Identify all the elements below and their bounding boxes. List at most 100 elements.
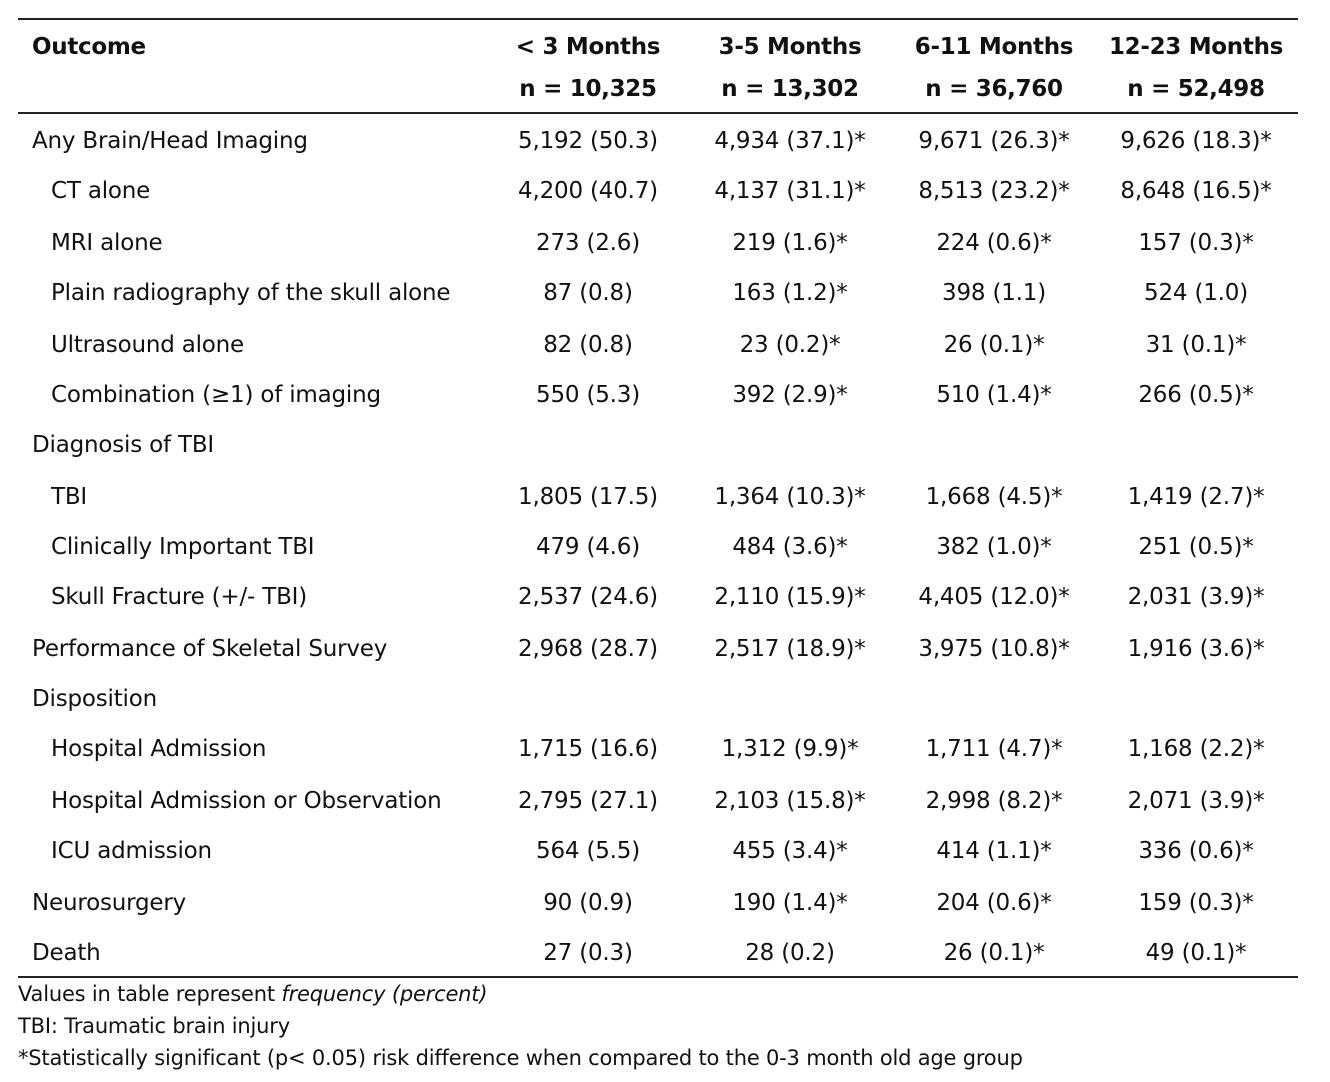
- row-value: 251 (0.5)*: [1138, 534, 1254, 560]
- row-value: 4,200 (40.7): [518, 178, 658, 204]
- row-value: 479 (4.6): [536, 534, 640, 560]
- row-value: 2,968 (28.7): [518, 636, 658, 662]
- header-col-3-5-label: 3-5 Months: [718, 34, 862, 60]
- row-value: 336 (0.6)*: [1138, 838, 1254, 864]
- row-value: 26 (0.1)*: [943, 940, 1045, 966]
- table-row: ICU admission 564 (5.5) 455 (3.4)* 414 (1.1…: [0, 836, 1330, 866]
- row-value: 49 (0.1)*: [1145, 940, 1247, 966]
- note-significance: *Statistically significant (p< 0.05) ris…: [18, 1046, 1023, 1070]
- row-value: 26 (0.1)*: [943, 332, 1045, 358]
- row-value: 1,805 (17.5): [518, 484, 658, 510]
- row-value: 2,795 (27.1): [518, 788, 658, 814]
- table-row: Hospital Admission or Observation 2,795 (…: [0, 786, 1330, 816]
- row-value: 2,031 (3.9)*: [1127, 584, 1265, 610]
- row-label: Hospital Admission: [51, 736, 267, 762]
- row-value: 190 (1.4)*: [732, 890, 848, 916]
- row-value: 2,071 (3.9)*: [1127, 788, 1265, 814]
- row-value: 1,419 (2.7)*: [1127, 484, 1265, 510]
- row-label: Any Brain/Head Imaging: [32, 128, 308, 154]
- row-value: 1,668 (4.5)*: [925, 484, 1063, 510]
- row-value: 87 (0.8): [543, 280, 633, 306]
- row-value: 163 (1.2)*: [732, 280, 848, 306]
- table-row: Diagnosis of TBI: [0, 430, 1330, 460]
- row-value: 28 (0.2): [745, 940, 835, 966]
- row-value: 1,711 (4.7)*: [925, 736, 1063, 762]
- row-value: 4,137 (31.1)*: [714, 178, 866, 204]
- row-label: TBI: [51, 484, 88, 510]
- header-col-lt3-n: n = 10,325: [519, 76, 657, 102]
- note-tbi-definition: TBI: Traumatic brain injury: [18, 1014, 290, 1038]
- row-value: 3,975 (10.8)*: [918, 636, 1070, 662]
- row-label: Combination (≥1) of imaging: [51, 382, 381, 408]
- row-label: CT alone: [51, 178, 151, 204]
- row-value: 524 (1.0): [1144, 280, 1248, 306]
- row-label: MRI alone: [51, 230, 163, 256]
- row-value: 8,513 (23.2)*: [918, 178, 1070, 204]
- row-value: 2,998 (8.2)*: [925, 788, 1063, 814]
- row-label: Neurosurgery: [32, 890, 186, 916]
- row-value: 2,517 (18.9)*: [714, 636, 866, 662]
- header-col-lt3-label: < 3 Months: [515, 34, 661, 60]
- header-col-3-5-n: n = 13,302: [721, 76, 859, 102]
- row-value: 224 (0.6)*: [936, 230, 1052, 256]
- row-value: 23 (0.2)*: [739, 332, 841, 358]
- row-label: Plain radiography of the skull alone: [51, 280, 451, 306]
- row-label: Disposition: [32, 686, 157, 712]
- table-row: Any Brain/Head Imaging 5,192 (50.3) 4,934 …: [0, 126, 1330, 156]
- row-value: 564 (5.5): [536, 838, 640, 864]
- row-value: 2,103 (15.8)*: [714, 788, 866, 814]
- row-value: 4,934 (37.1)*: [714, 128, 866, 154]
- note-values-italic: frequency (percent): [281, 982, 488, 1006]
- row-value: 8,648 (16.5)*: [1120, 178, 1272, 204]
- header-col-12-23-label: 12-23 Months: [1108, 34, 1284, 60]
- header-col-12-23-n: n = 52,498: [1127, 76, 1265, 102]
- table-row: CT alone 4,200 (40.7) 4,137 (31.1)* 8,513 (…: [0, 176, 1330, 206]
- header-col-6-11-label: 6-11 Months: [914, 34, 1074, 60]
- table-bottom-rule: [18, 976, 1298, 978]
- note-values: Values in table represent frequency (per…: [18, 980, 488, 1008]
- table-row: Ultrasound alone 82 (0.8) 23 (0.2)* 26 (0.1…: [0, 330, 1330, 360]
- row-value: 159 (0.3)*: [1138, 890, 1254, 916]
- row-value: 392 (2.9)*: [732, 382, 848, 408]
- row-value: 273 (2.6): [536, 230, 640, 256]
- table-row: Skull Fracture (+/- TBI) 2,537 (24.6) 2,11…: [0, 582, 1330, 612]
- row-value: 266 (0.5)*: [1138, 382, 1254, 408]
- header-col-3-5: 3-5 Months n = 13,302: [690, 32, 890, 104]
- row-label: Death: [32, 940, 101, 966]
- row-label: ICU admission: [51, 838, 212, 864]
- table-row: Neurosurgery 90 (0.9) 190 (1.4)* 204 (0.6)*…: [0, 888, 1330, 918]
- row-value: 2,537 (24.6): [518, 584, 658, 610]
- table-row: Death 27 (0.3) 28 (0.2) 26 (0.1)* 49 (0.1)*: [0, 938, 1330, 968]
- row-value: 1,364 (10.3)*: [714, 484, 866, 510]
- row-value: 157 (0.3)*: [1138, 230, 1254, 256]
- row-value: 382 (1.0)*: [936, 534, 1052, 560]
- row-label: Performance of Skeletal Survey: [32, 636, 388, 662]
- table-row: Plain radiography of the skull alone 87 (…: [0, 278, 1330, 308]
- row-value: 1,715 (16.6): [518, 736, 658, 762]
- table-row: Disposition: [0, 684, 1330, 714]
- table-row: Combination (≥1) of imaging 550 (5.3) 392 …: [0, 380, 1330, 410]
- table-top-rule: [18, 18, 1298, 20]
- row-value: 219 (1.6)*: [732, 230, 848, 256]
- row-label: Skull Fracture (+/- TBI): [51, 584, 308, 610]
- row-label: Clinically Important TBI: [51, 534, 315, 560]
- row-value: 82 (0.8): [543, 332, 633, 358]
- row-value: 1,916 (3.6)*: [1127, 636, 1265, 662]
- row-value: 2,110 (15.9)*: [714, 584, 866, 610]
- row-label: Diagnosis of TBI: [32, 432, 215, 458]
- row-value: 9,626 (18.3)*: [1120, 128, 1272, 154]
- row-value: 510 (1.4)*: [936, 382, 1052, 408]
- row-value: 1,312 (9.9)*: [721, 736, 859, 762]
- row-value: 9,671 (26.3)*: [918, 128, 1070, 154]
- row-value: 398 (1.1): [942, 280, 1046, 306]
- row-label: Hospital Admission or Observation: [51, 788, 442, 814]
- header-outcome: Outcome: [32, 34, 146, 60]
- table-row: MRI alone 273 (2.6) 219 (1.6)* 224 (0.6)* 15…: [0, 228, 1330, 258]
- row-value: 27 (0.3): [543, 940, 633, 966]
- row-value: 90 (0.9): [543, 890, 633, 916]
- row-value: 550 (5.3): [536, 382, 640, 408]
- header-col-12-23: 12-23 Months n = 52,498: [1096, 32, 1296, 104]
- row-value: 4,405 (12.0)*: [918, 584, 1070, 610]
- table-header-rule: [18, 112, 1298, 114]
